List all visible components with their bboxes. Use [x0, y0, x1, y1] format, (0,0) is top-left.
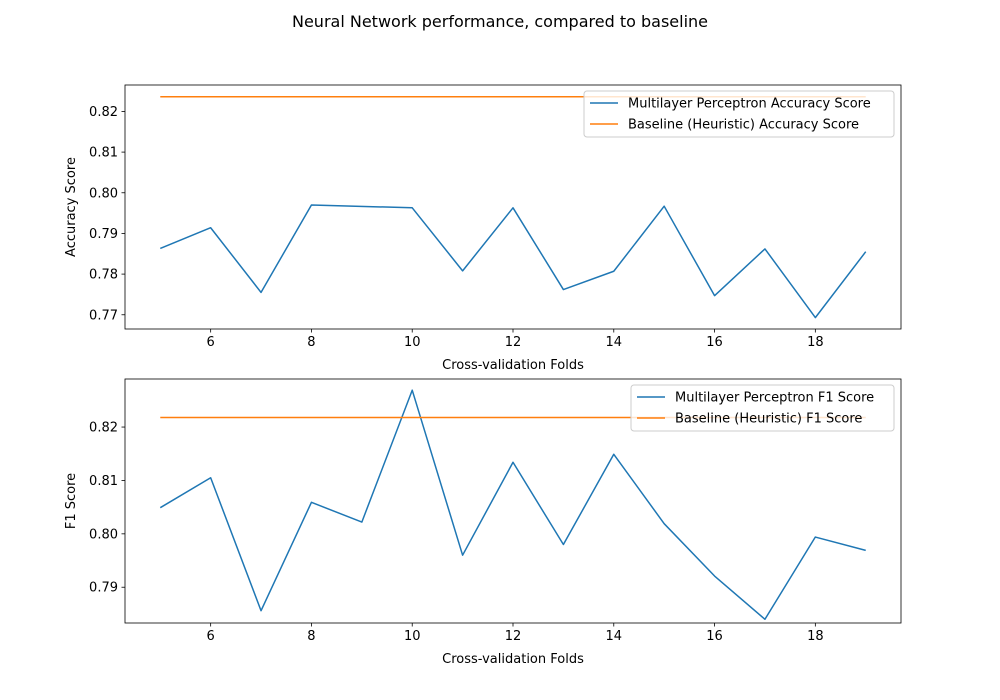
series-line-0 — [159, 204, 867, 319]
x-tick-label: 14 — [606, 335, 623, 350]
y-axis-label: Accuracy Score — [64, 157, 79, 257]
series-line-0 — [159, 389, 866, 621]
x-tick-label: 10 — [404, 629, 421, 644]
x-tick-label: 6 — [207, 335, 215, 350]
x-tick-label: 14 — [606, 629, 623, 644]
x-tick-label: 16 — [706, 335, 723, 350]
legend-label-0: Multilayer Perceptron Accuracy Score — [628, 97, 871, 112]
x-tick-label: 10 — [404, 335, 421, 350]
y-tick-label: 0.78 — [89, 268, 118, 283]
x-axis-label: Cross-validation Folds — [442, 652, 584, 667]
y-tick-label: 0.81 — [89, 146, 118, 161]
y-tick-label: 0.80 — [89, 527, 118, 542]
x-tick-label: 8 — [307, 335, 315, 350]
y-tick-label: 0.79 — [89, 581, 118, 596]
x-tick-label: 18 — [807, 335, 824, 350]
subplot-f1: 6 8 10 12 14 16 18 0.79 0.80 0.81 0.82 Cross-valida… — [64, 378, 902, 667]
legend-label-1: Baseline (Heuristic) F1 Score — [675, 412, 862, 427]
x-tick-label: 12 — [505, 335, 522, 350]
y-tick-label: 0.82 — [89, 105, 118, 120]
legend: Multilayer Perceptron Accuracy Score Base… — [583, 90, 895, 138]
figure-title: Neural Network performance, compared to … — [292, 12, 708, 31]
y-tick-label: 0.77 — [89, 308, 118, 323]
y-tick-label: 0.79 — [89, 227, 118, 242]
x-tick-label: 18 — [807, 629, 824, 644]
y-tick-label: 0.82 — [89, 421, 118, 436]
y-tick-label: 0.80 — [89, 186, 118, 201]
legend-label-1: Baseline (Heuristic) Accuracy Score — [628, 118, 859, 133]
legend: Multilayer Perceptron F1 Score Baseline (… — [630, 384, 895, 432]
x-tick-label: 8 — [307, 629, 315, 644]
legend-label-0: Multilayer Perceptron F1 Score — [675, 391, 874, 406]
legend-box — [630, 384, 895, 432]
x-tick-label: 12 — [505, 629, 522, 644]
x-tick-label: 6 — [207, 629, 215, 644]
x-axis-label: Cross-validation Folds — [442, 358, 584, 373]
legend-box — [583, 90, 895, 138]
x-tick-label: 16 — [706, 629, 723, 644]
y-tick-label: 0.81 — [89, 474, 118, 489]
y-axis-label: F1 Score — [64, 473, 79, 529]
subplot-accuracy: 6 8 10 12 14 16 18 0.77 0.78 0.79 0.80 0.81 0.82 Cros… — [64, 84, 902, 373]
